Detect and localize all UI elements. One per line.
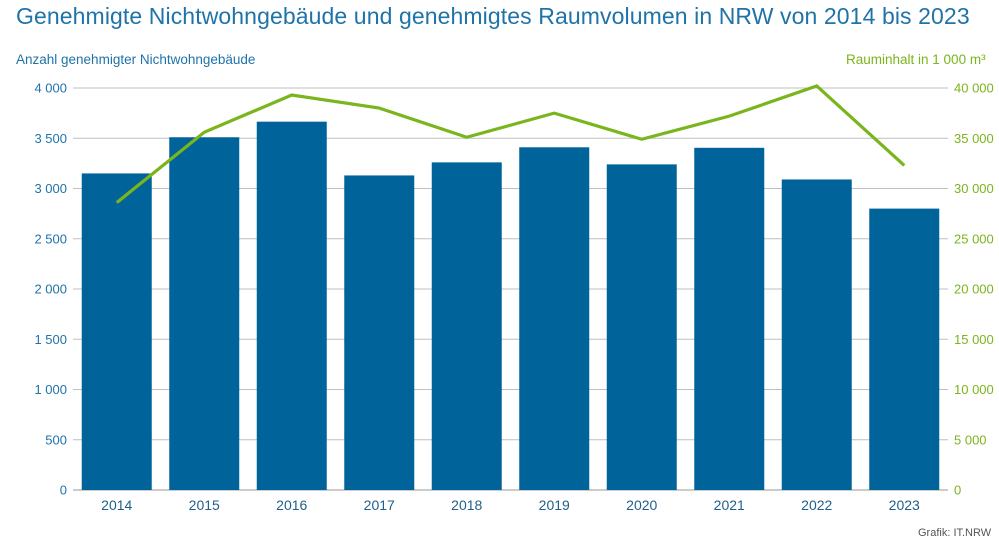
x-tick-label: 2023 — [889, 497, 920, 513]
x-tick-label: 2016 — [276, 497, 307, 513]
bar — [782, 179, 852, 490]
bar — [344, 175, 414, 490]
right-tick-label: 30 000 — [954, 181, 994, 196]
bar — [82, 173, 152, 490]
left-axis-ticks: 0 500 1 000 1 500 2 000 2 500 3 000 3 500 4 000 — [34, 81, 67, 498]
x-tick-label: 2014 — [101, 497, 132, 513]
right-tick-label: 0 — [954, 483, 961, 498]
right-tick-label: 25 000 — [954, 231, 994, 246]
right-tick-label: 40 000 — [954, 81, 994, 96]
right-axis-ticks: 0 5 000 10 000 15 000 20 000 25 000 30 000 35 0… — [954, 81, 994, 498]
bar-series — [82, 122, 940, 490]
bar — [607, 164, 677, 490]
left-tick-label: 2 500 — [34, 231, 67, 246]
source-credit: Grafik: IT.NRW — [918, 527, 991, 539]
right-tick-label: 10 000 — [954, 382, 994, 397]
x-tick-label: 2021 — [714, 497, 745, 513]
left-tick-label: 1 000 — [34, 382, 67, 397]
bar — [169, 137, 239, 490]
left-tick-label: 4 000 — [34, 81, 67, 96]
left-tick-label: 1 500 — [34, 332, 67, 347]
left-tick-label: 500 — [45, 432, 67, 447]
x-axis-ticks: 2014 2015 2016 2017 2018 2019 2020 2021 2022 2023 — [101, 497, 920, 513]
bar — [519, 147, 589, 490]
right-tick-label: 20 000 — [954, 282, 994, 297]
x-tick-label: 2022 — [801, 497, 832, 513]
bar — [432, 162, 502, 490]
right-tick-label: 5 000 — [954, 432, 987, 447]
x-tick-label: 2017 — [364, 497, 395, 513]
x-tick-label: 2015 — [189, 497, 220, 513]
bar — [694, 148, 764, 490]
right-tick-label: 35 000 — [954, 131, 994, 146]
x-tick-label: 2019 — [539, 497, 570, 513]
x-tick-label: 2018 — [451, 497, 482, 513]
bar — [257, 122, 327, 490]
left-tick-label: 3 500 — [34, 131, 67, 146]
left-tick-label: 0 — [60, 483, 67, 498]
right-tick-label: 15 000 — [954, 332, 994, 347]
left-tick-label: 2 000 — [34, 282, 67, 297]
x-tick-label: 2020 — [626, 497, 657, 513]
bar — [869, 209, 939, 490]
left-tick-label: 3 000 — [34, 181, 67, 196]
